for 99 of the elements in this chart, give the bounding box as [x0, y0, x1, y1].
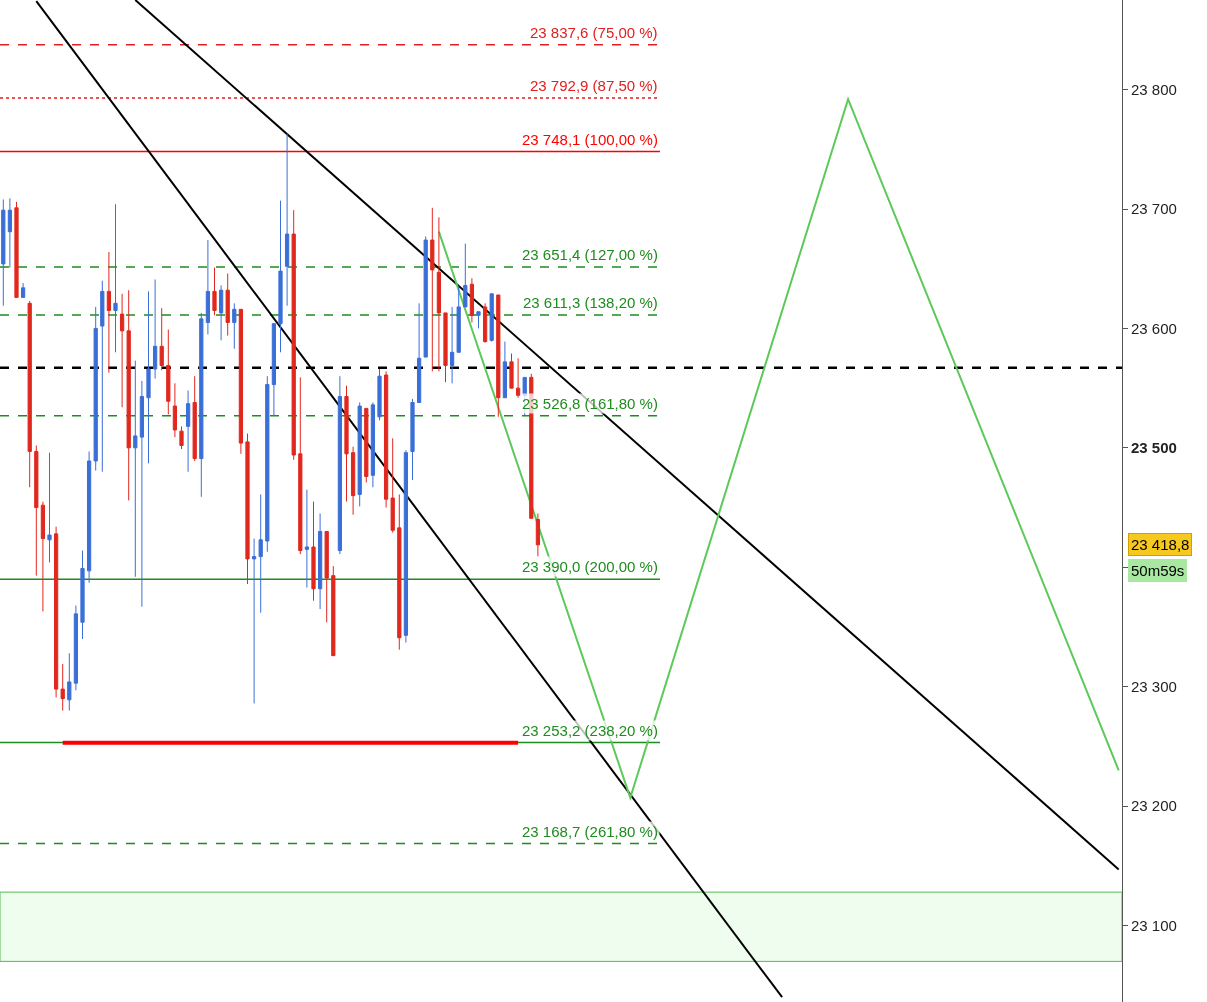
candlestick	[238, 308, 244, 455]
candlestick	[383, 370, 389, 509]
candlestick	[324, 530, 329, 623]
candlestick	[397, 493, 402, 651]
candlestick	[73, 605, 79, 691]
candlestick	[53, 526, 59, 698]
ref-line-label: 23 651,4 (127,00 %)	[522, 246, 658, 263]
candlestick	[152, 278, 158, 380]
candlestick	[179, 425, 184, 450]
candlestick	[298, 376, 303, 555]
candlestick	[27, 300, 32, 488]
candlestick	[535, 513, 541, 558]
candlestick	[370, 401, 376, 488]
candlestick	[205, 239, 211, 335]
candlestick	[93, 306, 98, 472]
candlestick	[476, 311, 481, 329]
candlestick	[430, 207, 435, 372]
candlestick	[20, 282, 26, 298]
candlestick	[86, 450, 92, 584]
candlestick	[502, 341, 508, 399]
candlestick	[7, 197, 13, 269]
candlestick	[80, 550, 85, 640]
candlestick	[364, 407, 369, 483]
candlestick	[212, 267, 217, 316]
candlestick	[449, 306, 455, 384]
candlestick	[159, 307, 164, 371]
candlestick	[113, 203, 118, 353]
candlestick	[304, 489, 310, 589]
y-tick-label: 23 600	[1131, 319, 1177, 337]
candlestick	[192, 375, 197, 462]
candlestick	[265, 375, 270, 553]
ref-line-label: 23 168,7 (261,80 %)	[522, 823, 658, 840]
candlestick	[423, 235, 428, 358]
y-tick-label: 23 500	[1131, 439, 1177, 457]
candlestick	[436, 216, 442, 372]
candlestick	[258, 493, 263, 614]
candlestick	[106, 251, 112, 374]
candlestick	[311, 501, 316, 602]
candlestick	[489, 293, 494, 343]
candlestick	[34, 444, 39, 577]
candlestick	[47, 452, 52, 564]
y-tick-label: 23 700	[1131, 200, 1177, 218]
candlestick	[119, 293, 125, 408]
ref-line-label: 23 611,3 (138,20 %)	[523, 294, 658, 311]
candlestick	[172, 382, 178, 438]
candlestick	[331, 565, 336, 657]
candlestick	[139, 380, 145, 608]
candlestick	[509, 353, 514, 389]
text: 50m59s	[1131, 562, 1185, 579]
y-tick-label: 23 300	[1131, 677, 1177, 695]
candlestick	[291, 209, 296, 461]
candlestick	[456, 286, 461, 353]
candlestick	[40, 501, 46, 612]
candlestick	[390, 437, 395, 534]
candlestick	[350, 446, 356, 516]
line-series	[437, 98, 1120, 799]
text: 23 418,8	[1131, 536, 1190, 553]
candlestick	[60, 663, 65, 712]
candlestick	[225, 272, 230, 337]
candlestick	[271, 323, 277, 417]
ref-line-label: 23 792,9 (87,50 %)	[530, 77, 658, 94]
ref-line-label: 23 748,1 (100,00 %)	[522, 131, 658, 148]
ref-line-label: 23 526,8 (161,80 %)	[522, 395, 658, 412]
candlestick	[443, 312, 448, 383]
y-tick-label: 23 200	[1131, 797, 1177, 815]
ref-line-label: 23 390,0 (200,00 %)	[522, 558, 658, 575]
candlestick	[126, 289, 131, 501]
candlestick	[14, 201, 19, 298]
candlestick	[166, 329, 171, 415]
candlestick	[482, 302, 488, 344]
candlestick	[284, 133, 290, 307]
candlestick	[1, 198, 6, 307]
candlestick	[357, 401, 362, 507]
candlestick	[67, 652, 72, 712]
ref-line-label: 23 837,6 (75,00 %)	[530, 24, 658, 41]
candlestick	[218, 284, 224, 341]
y-tick-label: 23 100	[1131, 916, 1177, 934]
y-tick-label: 23 800	[1131, 80, 1177, 98]
candlestick	[185, 390, 191, 473]
candlestick	[344, 385, 349, 503]
candlestick	[337, 375, 343, 555]
candlestick	[469, 277, 475, 323]
ref-line-label: 23 253,2 (238,20 %)	[522, 722, 658, 739]
candlestick	[232, 302, 237, 350]
candlestick	[245, 433, 250, 585]
candlestick	[100, 280, 105, 473]
candlestick	[416, 302, 422, 403]
candlestick	[251, 538, 257, 704]
candlestick	[496, 294, 501, 418]
candlestick	[515, 357, 521, 399]
candlestick	[377, 368, 382, 421]
candlestick	[317, 513, 323, 610]
candlestick	[278, 200, 283, 353]
candlestick	[199, 312, 204, 498]
candlestick	[463, 243, 468, 308]
candlestick	[403, 449, 409, 644]
candlestick	[146, 290, 151, 464]
candlestick	[410, 398, 415, 481]
candlestick	[133, 360, 138, 578]
